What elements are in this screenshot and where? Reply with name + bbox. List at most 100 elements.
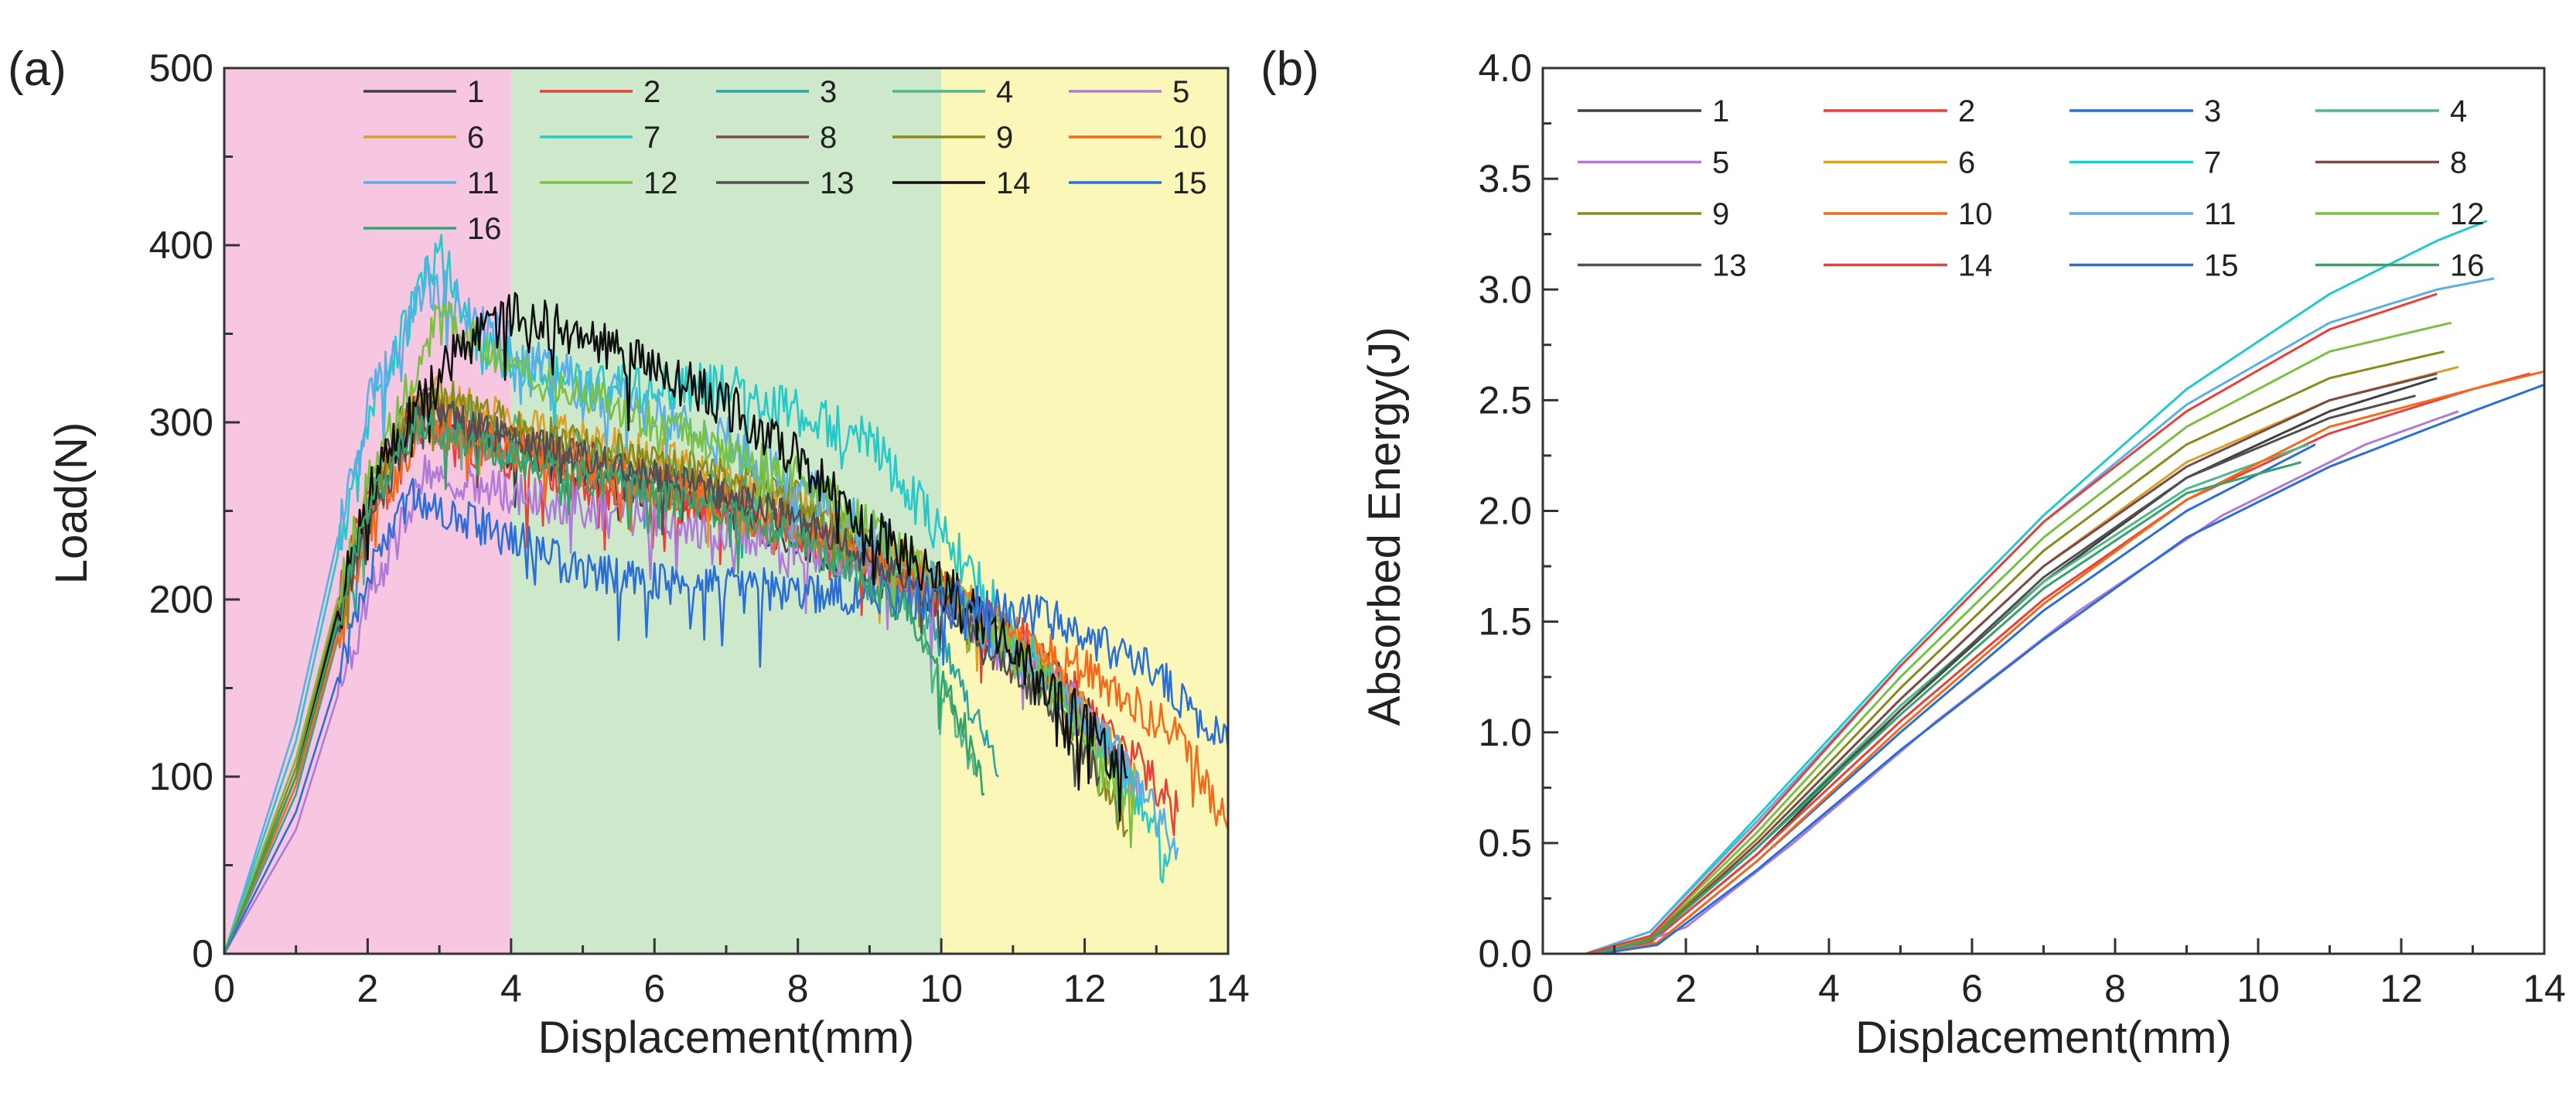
x-tick-label: 6	[1961, 967, 1983, 1010]
y-tick-label: 1.0	[1478, 711, 1532, 754]
legend-item-9: 9	[1578, 197, 1729, 231]
legend-label: 10	[1172, 121, 1207, 155]
legend-item-3: 3	[716, 75, 837, 109]
legend-item-13: 13	[1578, 249, 1747, 283]
y-tick-label: 3.5	[1478, 157, 1532, 200]
panel-a-label: (a)	[8, 43, 67, 96]
legend-item-11: 11	[363, 166, 500, 200]
legend-item-1: 1	[363, 75, 484, 109]
x-tick-label: 0	[1532, 967, 1554, 1010]
legend-item-15: 15	[2069, 249, 2239, 283]
x-tick-label: 14	[2523, 967, 2566, 1010]
legend-item-10: 10	[1069, 121, 1207, 155]
series-line-15	[223, 477, 1230, 955]
legend-item-15: 15	[1069, 166, 1207, 200]
legend-label: 12	[2450, 197, 2485, 231]
legend-label: 2	[643, 75, 660, 109]
legend-item-10: 10	[1824, 197, 1993, 231]
panel-a-series-group	[223, 234, 1230, 955]
legend-label: 11	[467, 166, 500, 200]
x-tick-label: 10	[920, 967, 963, 1010]
x-tick-label: 2	[357, 967, 379, 1010]
legend-item-11: 11	[2069, 197, 2237, 231]
shaded-region-3	[941, 68, 1228, 954]
legend-label: 16	[2450, 249, 2485, 283]
y-tick-label: 0	[192, 932, 213, 975]
panel-b-x-axis-title: Displacement(mm)	[1855, 1013, 2232, 1063]
series-line-10	[1599, 370, 2545, 955]
legend-label: 12	[643, 166, 678, 200]
legend-label: 1	[467, 75, 484, 109]
y-tick-label: 0.0	[1478, 932, 1532, 975]
x-tick-label: 8	[787, 967, 809, 1010]
legend-label: 2	[1958, 94, 1975, 128]
legend-item-4: 4	[2315, 94, 2467, 128]
panel-b-energy-chart: (b) 0 2 4 6 8 10 12 140.00.51.01.52.02.53.03.54…	[1261, 43, 2566, 1063]
legend-item-8: 8	[716, 121, 837, 155]
x-tick-label: 8	[2104, 967, 2126, 1010]
legend-label: 5	[1172, 75, 1189, 109]
y-tick-label: 400	[149, 224, 213, 267]
legend-label: 3	[2204, 94, 2221, 128]
legend-item-5: 5	[1069, 75, 1189, 109]
legend-item-9: 9	[892, 121, 1013, 155]
legend-item-5: 5	[1578, 146, 1729, 180]
legend-label: 16	[467, 212, 502, 246]
y-tick-label: 4.0	[1478, 46, 1532, 90]
y-tick-label: 0.5	[1478, 821, 1532, 865]
x-tick-label: 10	[2237, 967, 2280, 1010]
y-tick-label: 2.5	[1478, 378, 1532, 422]
legend-label: 8	[2450, 146, 2467, 180]
legend-label: 15	[1172, 166, 1207, 200]
x-tick-label: 12	[2380, 967, 2423, 1010]
legend-label: 5	[1712, 146, 1729, 180]
legend-item-2: 2	[1824, 94, 1975, 128]
x-tick-label: 2	[1675, 967, 1697, 1010]
legend-label: 7	[643, 121, 660, 155]
legend-label: 4	[2450, 94, 2467, 128]
legend-item-4: 4	[892, 75, 1013, 109]
y-tick-label: 3.0	[1478, 268, 1532, 311]
legend-label: 3	[820, 75, 837, 109]
panel-a-shaded-regions	[224, 68, 1228, 954]
legend-item-16: 16	[2315, 249, 2485, 283]
legend-label: 14	[1958, 249, 1993, 283]
panel-a-y-axis-title: Load(N)	[46, 422, 97, 585]
y-tick-label: 200	[149, 578, 213, 621]
legend-item-12: 12	[540, 166, 678, 200]
legend-item-8: 8	[2315, 146, 2467, 180]
series-line-15	[1599, 383, 2545, 955]
x-tick-label: 0	[213, 967, 235, 1010]
legend-label: 14	[996, 166, 1031, 200]
legend-label: 13	[820, 166, 855, 200]
series-line-9	[1592, 350, 2445, 955]
x-tick-label: 4	[1818, 967, 1840, 1010]
series-line-14	[223, 292, 1128, 955]
legend-item-14: 14	[892, 166, 1031, 200]
panel-b-series-group	[1585, 220, 2545, 955]
legend-item-2: 2	[540, 75, 660, 109]
y-tick-label: 500	[149, 46, 213, 90]
legend-item-6: 6	[1824, 146, 1975, 180]
legend-label: 7	[2204, 146, 2221, 180]
legend-item-12: 12	[2315, 197, 2485, 231]
legend-label: 9	[996, 121, 1013, 155]
series-line-2	[1592, 372, 2530, 955]
y-tick-label: 100	[149, 755, 213, 798]
series-line-16	[223, 407, 984, 955]
legend-label: 1	[1712, 94, 1729, 128]
legend-label: 15	[2204, 249, 2239, 283]
x-tick-label: 4	[500, 967, 522, 1010]
x-tick-label: 14	[1206, 967, 1250, 1010]
legend-label: 11	[2204, 197, 2237, 231]
x-tick-label: 6	[643, 967, 665, 1010]
legend-label: 9	[1712, 197, 1729, 231]
legend-label: 6	[1958, 146, 1975, 180]
series-line-16	[1592, 461, 2301, 955]
x-tick-label: 12	[1063, 967, 1107, 1010]
